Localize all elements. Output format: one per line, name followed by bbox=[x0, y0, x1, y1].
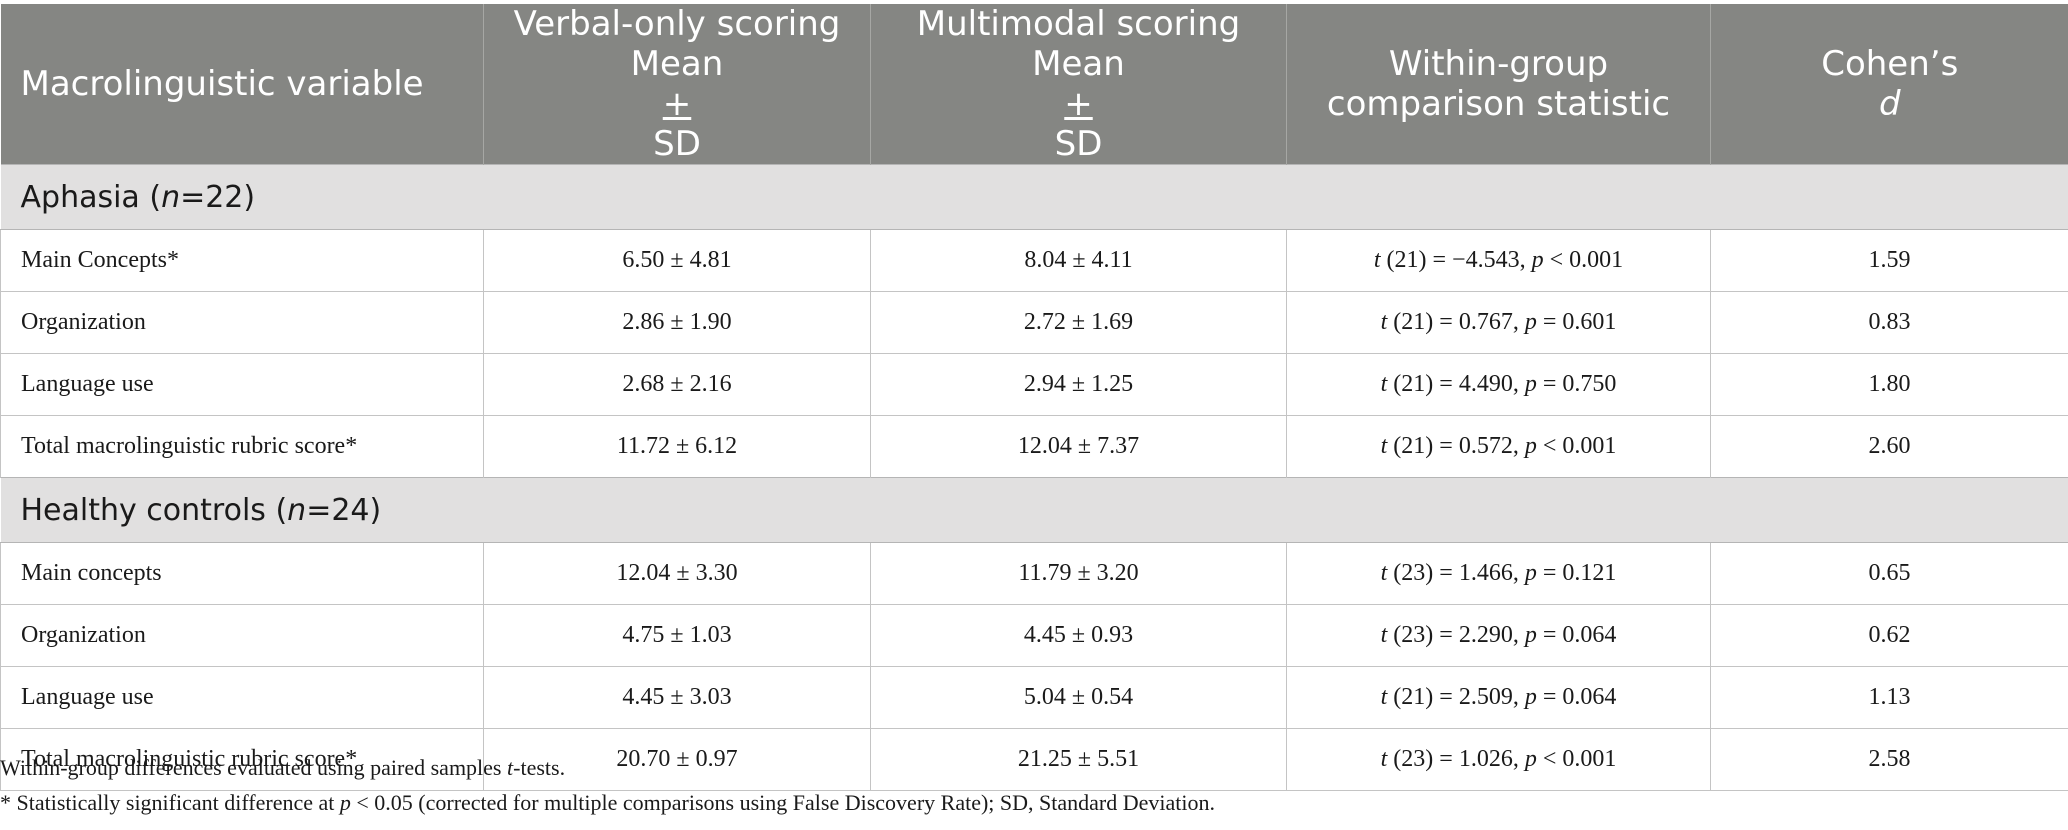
header-variable: Macrolinguistic variable bbox=[0, 4, 484, 165]
cell-variable: Total macrolinguistic rubric score* bbox=[0, 415, 484, 478]
cell-statistic: t (21) = 0.572, p < 0.001 bbox=[1286, 415, 1711, 478]
cell-verbal-only: 4.45 ± 3.03 bbox=[483, 666, 871, 729]
group-header-row: Healthy controls (n=24) bbox=[0, 477, 2068, 543]
cell-variable: Language use bbox=[0, 666, 484, 729]
cell-statistic: t (21) = 4.490, p = 0.750 bbox=[1286, 353, 1711, 416]
cell-cohens-d: 0.65 bbox=[1710, 542, 2068, 605]
cell-statistic: t (23) = 2.290, p = 0.064 bbox=[1286, 604, 1711, 667]
cell-variable: Organization bbox=[0, 604, 484, 667]
cell-verbal-only: 12.04 ± 3.30 bbox=[483, 542, 871, 605]
group-label: Aphasia (n=22) bbox=[0, 164, 2068, 230]
cell-cohens-d: 1.13 bbox=[1710, 666, 2068, 729]
cell-multimodal: 12.04 ± 7.37 bbox=[870, 415, 1287, 478]
cell-cohens-d: 2.58 bbox=[1710, 728, 2068, 791]
results-table: Macrolinguistic variable Verbal-only sco… bbox=[0, 4, 2068, 791]
cell-cohens-d: 1.59 bbox=[1710, 229, 2068, 292]
header-multimodal: Multimodal scoring Mean + SD bbox=[870, 4, 1287, 165]
cell-verbal-only: 4.75 ± 1.03 bbox=[483, 604, 871, 667]
cell-variable: Main concepts bbox=[0, 542, 484, 605]
cell-cohens-d: 1.80 bbox=[1710, 353, 2068, 416]
table-row: Organization 4.75 ± 1.03 4.45 ± 0.93 t (23)… bbox=[0, 604, 2068, 667]
cell-variable: Organization bbox=[0, 291, 484, 354]
cell-multimodal: 21.25 ± 5.51 bbox=[870, 728, 1287, 791]
group-header-row: Aphasia (n=22) bbox=[0, 164, 2068, 230]
header-verbal-only: Verbal-only scoring Mean + SD bbox=[483, 4, 871, 165]
cell-statistic: t (21) = 2.509, p = 0.064 bbox=[1286, 666, 1711, 729]
footnote-method: Within-group differences evaluated using… bbox=[0, 755, 566, 780]
cell-verbal-only: 2.68 ± 2.16 bbox=[483, 353, 871, 416]
cell-statistic: t (23) = 1.026, p < 0.001 bbox=[1286, 728, 1711, 791]
cell-cohens-d: 0.83 bbox=[1710, 291, 2068, 354]
table-body: Aphasia (n=22) Main Concepts* 6.50 ± 4.81 8… bbox=[0, 164, 2068, 791]
cell-verbal-only: 6.50 ± 4.81 bbox=[483, 229, 871, 292]
table-row: Total macrolinguistic rubric score* 11.72… bbox=[0, 415, 2068, 478]
cell-verbal-only: 2.86 ± 1.90 bbox=[483, 291, 871, 354]
cell-multimodal: 4.45 ± 0.93 bbox=[870, 604, 1287, 667]
cell-cohens-d: 0.62 bbox=[1710, 604, 2068, 667]
cell-multimodal: 2.72 ± 1.69 bbox=[870, 291, 1287, 354]
table-row: Main Concepts* 6.50 ± 4.81 8.04 ± 4.11 t (2… bbox=[0, 229, 2068, 292]
cell-statistic: t (21) = −4.543, p < 0.001 bbox=[1286, 229, 1711, 292]
table-row: Organization 2.86 ± 1.90 2.72 ± 1.69 t (21)… bbox=[0, 291, 2068, 354]
header-within-group-statistic: Within-group comparison statistic bbox=[1286, 4, 1711, 165]
group-label: Healthy controls (n=24) bbox=[0, 477, 2068, 543]
cell-variable: Total macrolinguistic rubric score* bbox=[0, 728, 484, 791]
table-row: Language use 4.45 ± 3.03 5.04 ± 0.54 t (21)… bbox=[0, 666, 2068, 729]
cell-cohens-d: 2.60 bbox=[1710, 415, 2068, 478]
cell-multimodal: 11.79 ± 3.20 bbox=[870, 542, 1287, 605]
header-row: Macrolinguistic variable Verbal-only sco… bbox=[0, 4, 2068, 165]
table-row: Main concepts 12.04 ± 3.30 11.79 ± 3.20 t (… bbox=[0, 542, 2068, 605]
cell-multimodal: 5.04 ± 0.54 bbox=[870, 666, 1287, 729]
cell-verbal-only: 20.70 ± 0.97 bbox=[483, 728, 871, 791]
cell-verbal-only: 11.72 ± 6.12 bbox=[483, 415, 871, 478]
cell-multimodal: 2.94 ± 1.25 bbox=[870, 353, 1287, 416]
cell-multimodal: 8.04 ± 4.11 bbox=[870, 229, 1287, 292]
cell-statistic: t (23) = 1.466, p = 0.121 bbox=[1286, 542, 1711, 605]
header-cohens-d: Cohen’s d bbox=[1710, 4, 2068, 165]
footnote-significance: * Statistically significant difference a… bbox=[0, 790, 1215, 815]
table-footnotes: Within-group differences evaluated using… bbox=[0, 750, 1215, 820]
table-row: Total macrolinguistic rubric score* 20.70… bbox=[0, 728, 2068, 791]
cell-variable: Language use bbox=[0, 353, 484, 416]
cell-variable: Main Concepts* bbox=[0, 229, 484, 292]
cell-statistic: t (21) = 0.767, p = 0.601 bbox=[1286, 291, 1711, 354]
table-row: Language use 2.68 ± 2.16 2.94 ± 1.25 t (21)… bbox=[0, 353, 2068, 416]
